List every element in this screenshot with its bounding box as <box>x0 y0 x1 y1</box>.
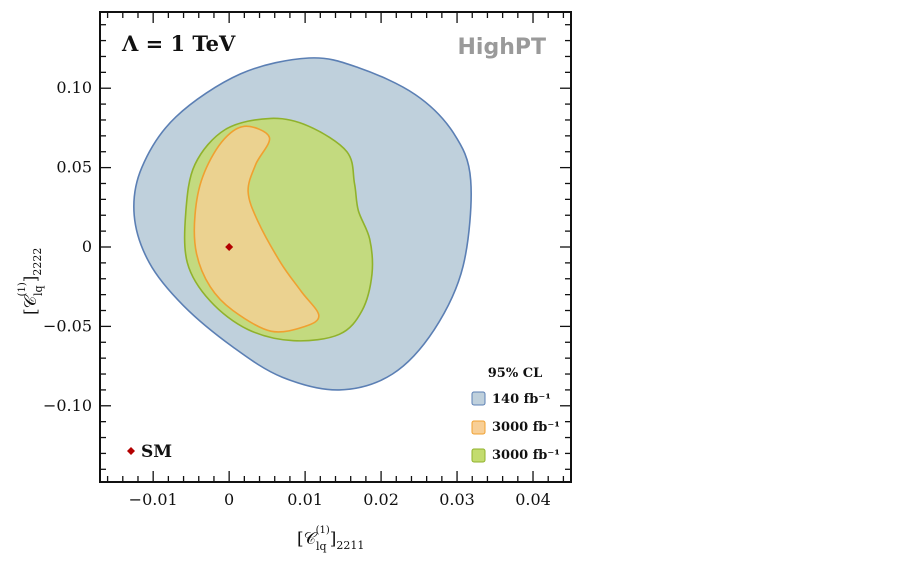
sm-legend: SM <box>127 442 172 462</box>
x-tick-label: 0.01 <box>287 490 323 509</box>
x-tick-label: 0 <box>224 490 234 509</box>
legend-label-140: 140 fb⁻¹ <box>492 392 551 407</box>
sm-legend-marker <box>127 447 135 455</box>
sm-marker <box>225 243 234 251</box>
plot-frame <box>99 11 572 483</box>
brand-label: HighPT <box>458 35 547 60</box>
x-tick-label: 0.03 <box>439 490 475 509</box>
y-axis-label: [𝒞lq(1)]2222 <box>17 248 45 315</box>
x-axis-label: [𝒞lq(1)]2211 <box>297 525 364 553</box>
legend-label-3000-orange: 3000 fb⁻¹ <box>492 420 560 435</box>
region-3000fb-orange <box>193 125 320 333</box>
sm-legend-label: SM <box>141 442 172 462</box>
y-tick-label: 0 <box>82 237 92 256</box>
x-tick-label: 0.02 <box>363 490 399 509</box>
confidence-regions <box>133 57 472 391</box>
y-tick-labels: −0.10 −0.05 0 0.05 0.10 <box>43 78 92 415</box>
x-tick-label: −0.01 <box>129 490 178 509</box>
x-tick-label: 0.04 <box>515 490 551 509</box>
legend-label-3000-green: 3000 fb⁻¹ <box>492 448 560 463</box>
legend-swatch-140 <box>471 391 486 406</box>
y-tick-label: −0.05 <box>43 316 92 335</box>
legend-swatch-3000-orange <box>471 420 486 435</box>
legend-title: 95% CL <box>488 366 542 381</box>
y-tick-label: 0.10 <box>56 78 92 97</box>
y-tick-label: −0.10 <box>43 396 92 415</box>
legend: 95% CL 140 fb⁻¹ 3000 fb⁻¹ 3000 fb⁻¹ <box>471 366 560 463</box>
y-tick-label: 0.05 <box>56 158 92 177</box>
sm-point-group <box>225 243 234 251</box>
chart-title: Λ = 1 TeV <box>121 31 236 56</box>
legend-swatch-3000-green <box>471 448 486 463</box>
x-tick-labels: −0.01 0 0.01 0.02 0.03 0.04 <box>129 490 551 509</box>
